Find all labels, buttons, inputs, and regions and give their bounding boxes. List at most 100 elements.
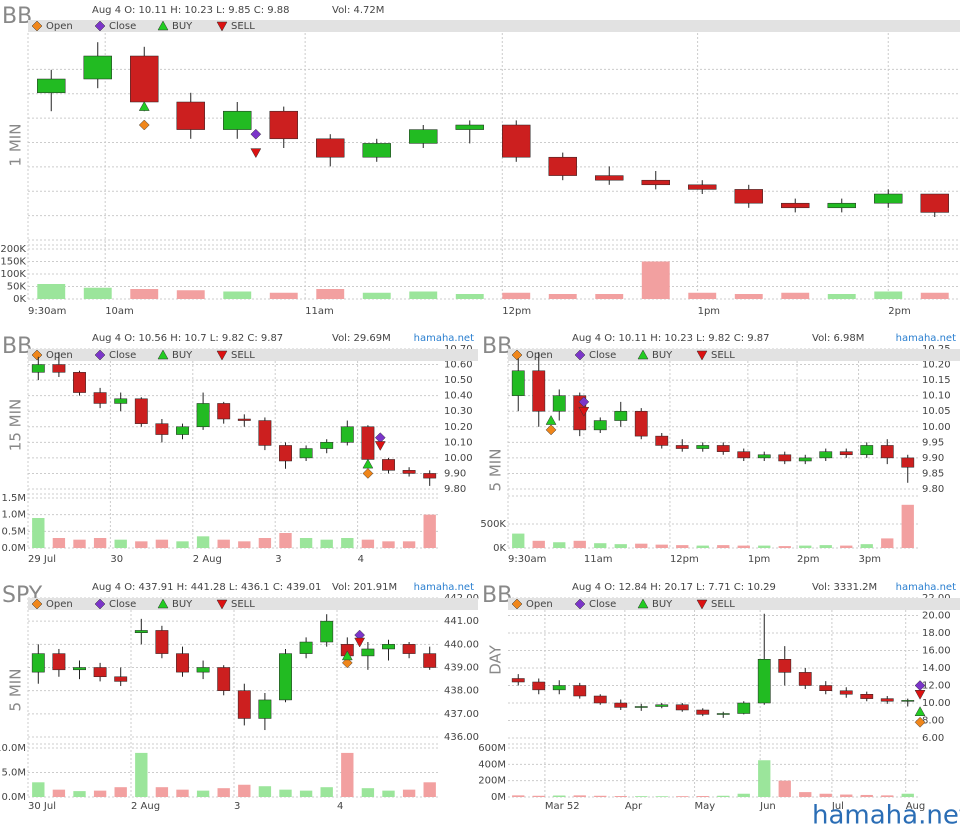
legend-label: Close (589, 350, 616, 361)
trade-marker (578, 406, 590, 417)
volume-bar (635, 796, 648, 797)
candle-body (880, 445, 894, 459)
x-tick-label: 11am (584, 554, 613, 565)
candle-body (573, 685, 587, 697)
volume-bar (696, 796, 709, 797)
legend-symbol (696, 350, 708, 361)
symbol: BB (2, 4, 32, 29)
symbol: BB (2, 334, 32, 359)
legend-symbol (31, 598, 43, 610)
volume-bar (279, 533, 292, 548)
y-tick-label: 9.90 (922, 453, 944, 464)
legend-label: Close (109, 350, 136, 361)
candle-body (316, 138, 345, 158)
y-tick-label: 10.10 (922, 391, 951, 402)
candle-body (402, 644, 416, 654)
volume-bar (548, 294, 577, 299)
y-tick-label: 10.40 (444, 391, 473, 402)
candle-body (655, 704, 669, 707)
footer-link[interactable]: hamaha.net (812, 801, 960, 826)
x-tick-label: 30 (110, 554, 123, 565)
candle-body (237, 690, 251, 719)
candle-body (839, 690, 853, 695)
volume-bar (176, 789, 189, 797)
legend-symbol (696, 599, 708, 610)
volume-bar (920, 292, 949, 299)
volume-tick-label: 10.0M (0, 743, 26, 754)
volume-bar (223, 291, 252, 299)
candle-body (155, 423, 169, 435)
candle-body (217, 403, 231, 420)
source-link[interactable]: hamaha.net (896, 333, 956, 344)
candle-body (455, 124, 484, 130)
volume-bar (341, 752, 354, 797)
candle-body (340, 426, 354, 443)
source-link[interactable]: hamaha.net (414, 582, 474, 593)
x-tick-label: 30 Jul (28, 801, 56, 812)
candle-body (423, 473, 437, 479)
y-tick-label: 9.80 (444, 484, 466, 495)
volume-bar (382, 541, 395, 548)
volume-bar (781, 292, 810, 299)
y-tick-label: 10.05 (922, 406, 951, 417)
candle-body (819, 685, 833, 691)
volume-bar (737, 545, 750, 548)
x-tick-label: Jul (831, 801, 844, 812)
volume-bar (320, 787, 333, 797)
candle-body (130, 55, 159, 103)
x-tick-label: 3 (234, 801, 240, 812)
candle-body (196, 403, 210, 428)
candle-body (155, 630, 169, 654)
trade-marker (138, 101, 150, 111)
volume-bar (217, 788, 230, 797)
x-tick-label: 12pm (502, 306, 531, 317)
candle-body (423, 653, 437, 668)
legend-symbol (511, 349, 523, 361)
ohlc-header: Aug 4 O: 12.84 H: 20.17 L: 7.71 C: 10.29 (572, 582, 776, 593)
source-link[interactable]: hamaha.net (896, 582, 956, 593)
candle-body (37, 78, 66, 94)
y-tick-label: 14.00 (922, 663, 951, 674)
volume-bar (901, 793, 914, 797)
candle-body (901, 457, 915, 468)
trade-marker (354, 637, 366, 648)
candle-body (93, 667, 107, 678)
candle-body (593, 420, 607, 431)
volume-bar (553, 795, 566, 797)
candle-body (737, 702, 751, 714)
timeframe-label: 5 MIN (487, 449, 505, 492)
volume-bar (655, 544, 668, 548)
volume-bar (737, 793, 750, 797)
volume-bar (196, 790, 210, 797)
x-tick-label: Mar 52 (545, 801, 580, 812)
volume-bar (778, 780, 791, 797)
volume-bar (655, 796, 668, 797)
volume-bar (155, 539, 169, 548)
trade-marker (545, 424, 557, 436)
candle-body (258, 420, 272, 446)
volume-bar (778, 546, 791, 548)
legend-band (28, 20, 960, 32)
ohlc-header: Aug 4 O: 10.11 H: 10.23 L: 9.85 C: 9.88 (92, 5, 290, 16)
legend-symbol (574, 349, 586, 361)
legend-symbol (94, 20, 106, 32)
volume-tick-label: 1.5M (1, 493, 26, 504)
x-tick-label: 9:30am (28, 306, 66, 317)
volume-bar (52, 538, 66, 548)
volume-tick-label: 5.0M (1, 768, 26, 779)
candle-body (778, 659, 792, 673)
legend-label: SELL (711, 599, 735, 610)
volume-bar (819, 793, 832, 797)
source-link[interactable]: hamaha.net (414, 333, 474, 344)
candle-body (716, 445, 730, 452)
candle-body (217, 667, 231, 691)
volume-bar (320, 539, 333, 548)
candle-body (502, 124, 531, 158)
legend-symbol (637, 349, 649, 360)
volume-bar (217, 539, 230, 548)
y-tick-label: 9.90 (444, 468, 466, 479)
volume-tick-label: 0.0M (1, 543, 26, 554)
candle-body (176, 426, 189, 435)
candle-body (552, 685, 566, 691)
